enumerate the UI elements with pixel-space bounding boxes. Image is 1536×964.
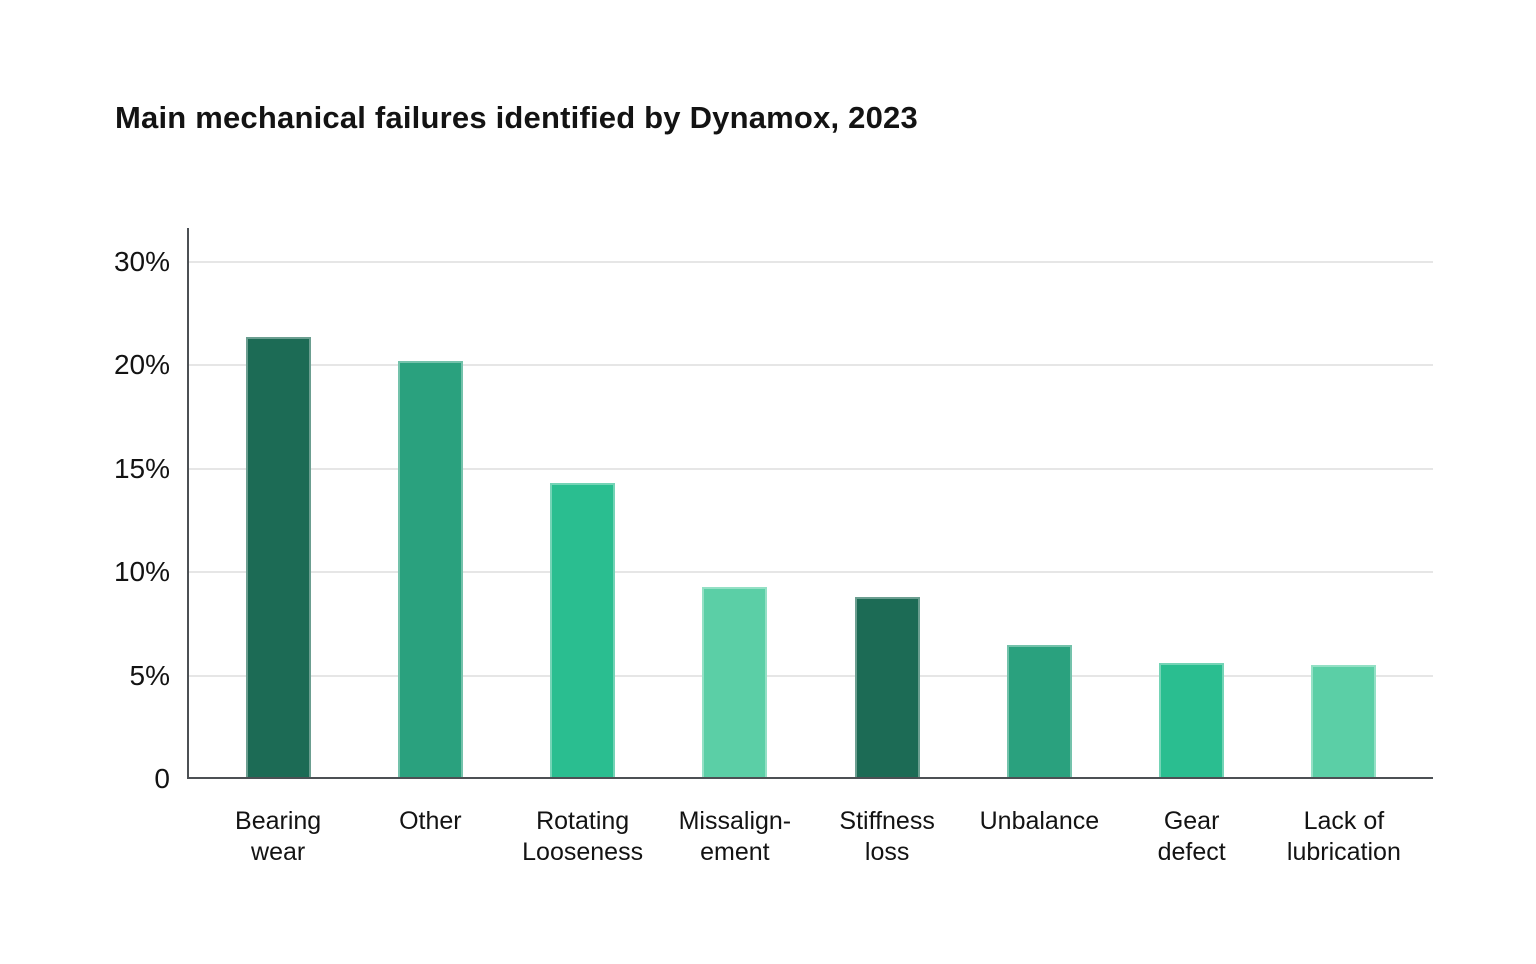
y-axis-tick-0: 0: [154, 763, 170, 794]
x-axis-label-other: Other: [399, 807, 462, 835]
x-axis-label-unbalance: Unbalance: [979, 807, 1100, 835]
x-axis-label-lack-of-lubrication: Lack of lubrication: [1286, 807, 1401, 866]
bar-stiffness-loss: [854, 597, 920, 777]
x-axis-label-missalignement: Missalign-ement: [678, 807, 792, 866]
gridline-15: [189, 467, 1433, 470]
y-axis-tick-10: 10%: [113, 556, 170, 588]
bar-missalignement: [702, 586, 768, 777]
x-axis-label-gear-defect: Gear defect: [1157, 807, 1226, 866]
x-axis-label-rotating-looseness: Rotating Looseness: [522, 807, 644, 866]
bar-other: [397, 361, 463, 777]
gridline-20: [189, 364, 1433, 367]
chart-title: Main mechanical failures identified by D…: [115, 100, 918, 135]
bar-unbalance: [1006, 644, 1072, 777]
y-axis-tick-30: 30%: [113, 246, 170, 277]
bar-lack-of-lubrication: [1311, 665, 1377, 777]
gridline-10: [189, 571, 1433, 574]
gridline-30: [189, 261, 1433, 263]
y-axis-tick-15: 15%: [113, 452, 170, 484]
y-axis-tick-20: 20%: [113, 349, 170, 381]
bar-gear-defect: [1159, 663, 1225, 777]
plot-area: 30% 20% 15% 10% 5% 0 Bearing wear Other Rotating L…: [114, 228, 1433, 866]
y-axis-tick-5: 5%: [129, 659, 170, 691]
x-axis-label-stiffness-loss: Stiffness loss: [839, 807, 935, 866]
bar-bearing-wear: [245, 336, 311, 777]
bar-rotating-looseness: [550, 483, 616, 777]
x-axis-label-bearing-wear: Bearing wear: [235, 807, 322, 866]
gridline-5: [189, 674, 1433, 677]
